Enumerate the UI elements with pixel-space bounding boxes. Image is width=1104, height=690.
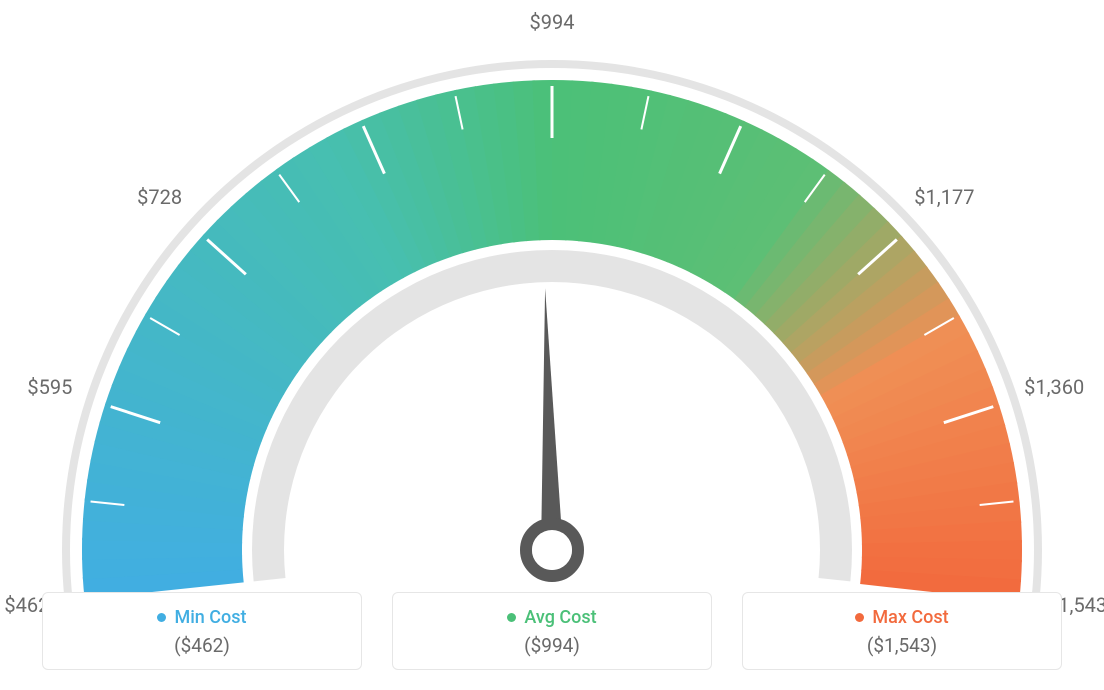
gauge-tick-label: $994 [530,10,575,34]
legend-value-min: ($462) [53,634,351,657]
legend-dot-avg [507,613,516,622]
gauge-chart: $462$595$728$994$1,177$1,360$1,543 [0,0,1104,580]
gauge-tick-label: $1,177 [914,185,974,209]
legend-value-avg: ($994) [403,634,701,657]
legend-row: Min Cost ($462) Avg Cost ($994) Max Cost… [0,592,1104,670]
legend-label-min: Min Cost [174,607,246,628]
legend-dot-max [855,613,864,622]
legend-value-max: ($1,543) [753,634,1051,657]
legend-label-avg: Avg Cost [524,607,596,628]
legend-card-avg: Avg Cost ($994) [392,592,712,670]
legend-label-max: Max Cost [872,607,948,628]
gauge-tick-label: $1,360 [1024,375,1084,399]
gauge-svg [0,20,1104,600]
legend-card-max: Max Cost ($1,543) [742,592,1062,670]
gauge-tick-label: $728 [137,185,182,209]
gauge-tick-label: $595 [27,375,72,399]
legend-card-min: Min Cost ($462) [42,592,362,670]
legend-dot-min [157,613,166,622]
